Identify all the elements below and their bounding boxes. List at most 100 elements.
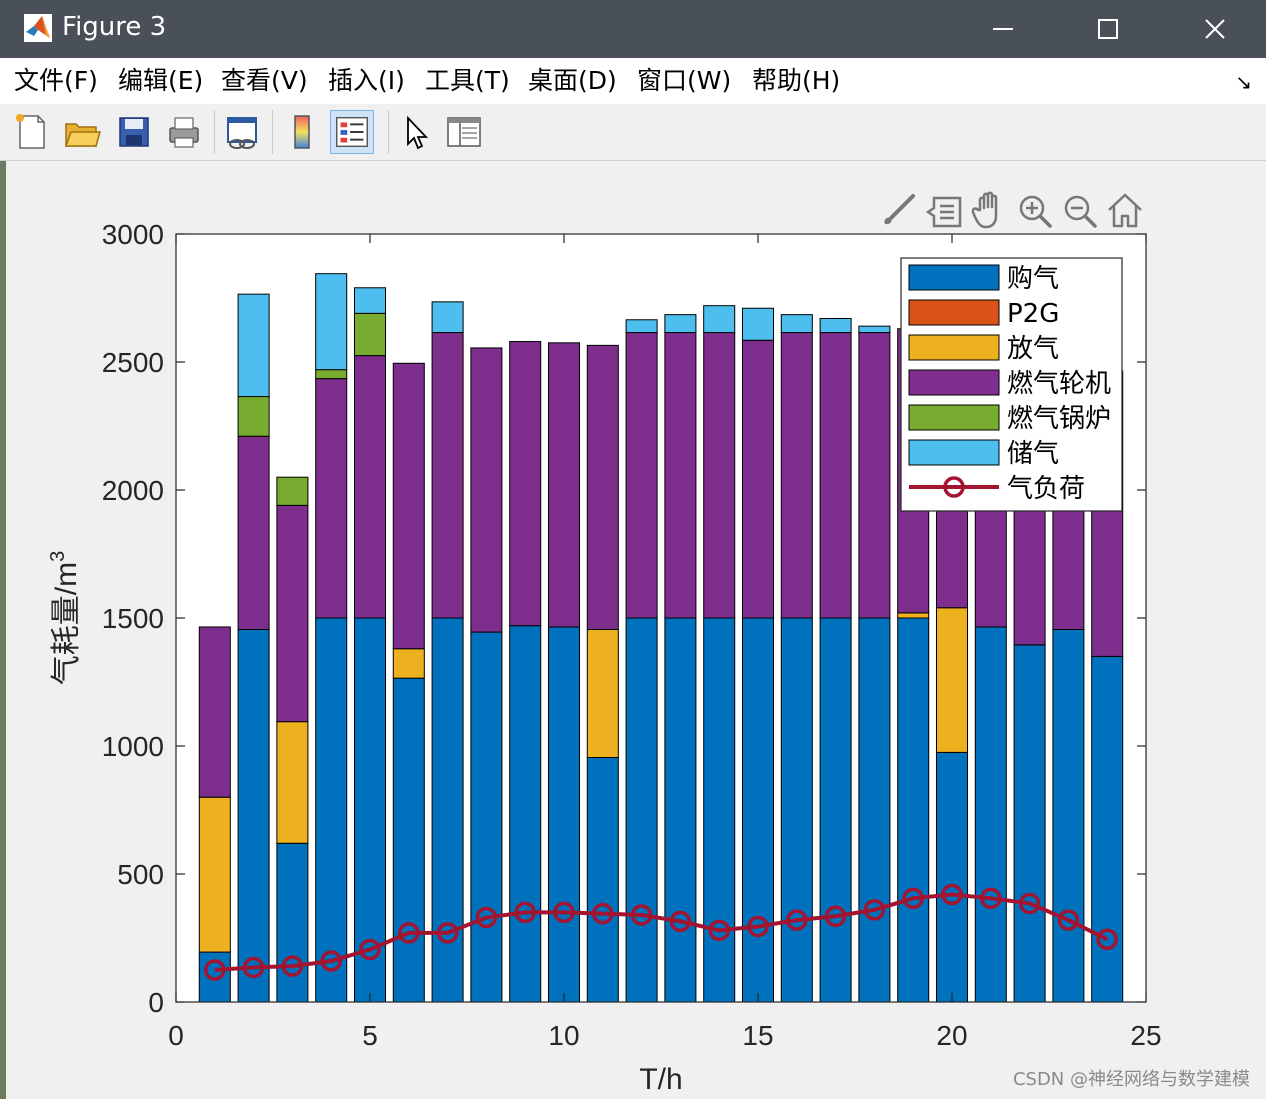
edit-plot-icon[interactable]: [394, 110, 438, 154]
bar-segment: [353, 617, 387, 1003]
dock-figure-icon[interactable]: ↘: [1235, 70, 1252, 94]
bar-segment: [1013, 644, 1046, 1003]
bar-segment: [353, 287, 387, 314]
home-icon[interactable]: [1108, 193, 1142, 228]
bar-segment: [237, 435, 270, 631]
bar-segment: [276, 504, 309, 723]
bar-segment: [935, 751, 969, 1003]
bar-segment: [276, 476, 309, 506]
minimize-icon: [993, 28, 1013, 30]
menu-desktop[interactable]: 桌面(D): [528, 66, 617, 95]
matlab-logo-icon: [24, 14, 52, 42]
bar-segment: [470, 631, 503, 1003]
y-tick-label: 3000: [102, 219, 164, 250]
menu-edit[interactable]: 编辑(E): [118, 66, 204, 95]
zoom-in-icon[interactable]: [1019, 195, 1052, 228]
bar-segment: [353, 355, 387, 619]
close-button[interactable]: [1180, 0, 1250, 58]
axes-toolbar: [884, 191, 1142, 229]
menu-file[interactable]: 文件(F): [14, 66, 98, 95]
bar-segment: [703, 617, 736, 1003]
bar-segment: [974, 626, 1007, 1003]
print-icon[interactable]: [162, 110, 206, 154]
new-figure-icon[interactable]: [10, 110, 54, 154]
bar-segment: [509, 341, 542, 627]
load-point: [436, 922, 459, 944]
bar-segment: [547, 626, 581, 1003]
bar-segment: [1091, 655, 1124, 1003]
load-point: [398, 922, 420, 944]
legend-swatch: [908, 334, 1000, 361]
minimize-button[interactable]: [968, 0, 1038, 58]
y-tick-label: 1500: [102, 603, 164, 634]
y-tick-label: 2000: [102, 475, 164, 506]
legend-button[interactable]: [330, 110, 374, 154]
bar-segment: [198, 626, 231, 798]
legend-entry-label: 放气: [1007, 334, 1059, 364]
load-point: [980, 887, 1002, 910]
data-tips-icon[interactable]: [925, 196, 962, 228]
load-point: [514, 901, 536, 924]
bar-segment: [315, 369, 348, 380]
save-icon[interactable]: [112, 110, 156, 154]
load-point: [630, 904, 653, 926]
watermark: CSDN @神经网络与数学建模: [1012, 1069, 1250, 1090]
load-point: [786, 909, 808, 931]
colorbar-icon[interactable]: [280, 110, 324, 154]
menu-view[interactable]: 查看(V): [221, 66, 308, 95]
bar-segment: [897, 612, 930, 619]
pan-icon[interactable]: [971, 191, 998, 229]
toolbar-separator: [272, 110, 273, 154]
y-tick-label: 0: [148, 987, 164, 1018]
close-icon: [1205, 19, 1225, 39]
bar-segment: [819, 332, 852, 619]
legend-entry-label: 气负荷: [1007, 474, 1085, 504]
x-tick-label: 0: [168, 1020, 184, 1051]
load-point: [863, 899, 886, 921]
load-point: [553, 901, 575, 924]
bar-segment: [470, 347, 503, 633]
legend-swatch: [908, 439, 1000, 466]
legend-swatch: [908, 369, 1000, 396]
x-tick-label: 15: [742, 1020, 773, 1051]
bar-segment: [664, 617, 697, 1003]
menu-window[interactable]: 窗口(W): [637, 66, 732, 95]
legend-icon: [336, 116, 368, 148]
desktop-background: [0, 161, 6, 1099]
x-tick-label: 20: [936, 1020, 967, 1051]
bar-segment: [198, 796, 231, 953]
menu-tools[interactable]: 工具(T): [425, 66, 510, 95]
bar-segment: [1052, 629, 1085, 1003]
load-point: [747, 915, 769, 938]
legend-swatch: [908, 299, 1000, 326]
maximize-button[interactable]: [1073, 0, 1143, 58]
load-point: [242, 956, 265, 979]
load-point: [1018, 892, 1041, 915]
bar-segment: [586, 757, 619, 1003]
bar-segment: [392, 648, 425, 679]
bar-segment: [237, 629, 270, 1003]
menu-insert[interactable]: 插入(I): [328, 66, 405, 95]
bar-segment: [780, 314, 813, 334]
load-point: [941, 883, 963, 906]
bar-segment: [315, 378, 348, 619]
zoom-out-icon[interactable]: [1064, 195, 1097, 228]
property-inspector-icon[interactable]: [442, 110, 486, 154]
y-tick-label: 500: [117, 859, 164, 890]
menu-help[interactable]: 帮助(H): [752, 66, 841, 95]
load-point: [902, 887, 924, 910]
legend-swatch: [908, 264, 1000, 291]
bar-segment: [780, 617, 813, 1003]
brush-icon[interactable]: [884, 194, 915, 225]
bar-segment: [509, 625, 542, 1003]
link-plot-icon[interactable]: [220, 110, 264, 154]
bar-segment: [897, 617, 930, 1003]
load-point: [475, 906, 498, 929]
open-file-icon[interactable]: [60, 110, 104, 154]
load-point: [824, 905, 847, 927]
bar-segment: [392, 677, 425, 1003]
bar-segment: [315, 617, 348, 1003]
load-point: [708, 919, 730, 942]
bar-segment: [431, 617, 464, 1003]
